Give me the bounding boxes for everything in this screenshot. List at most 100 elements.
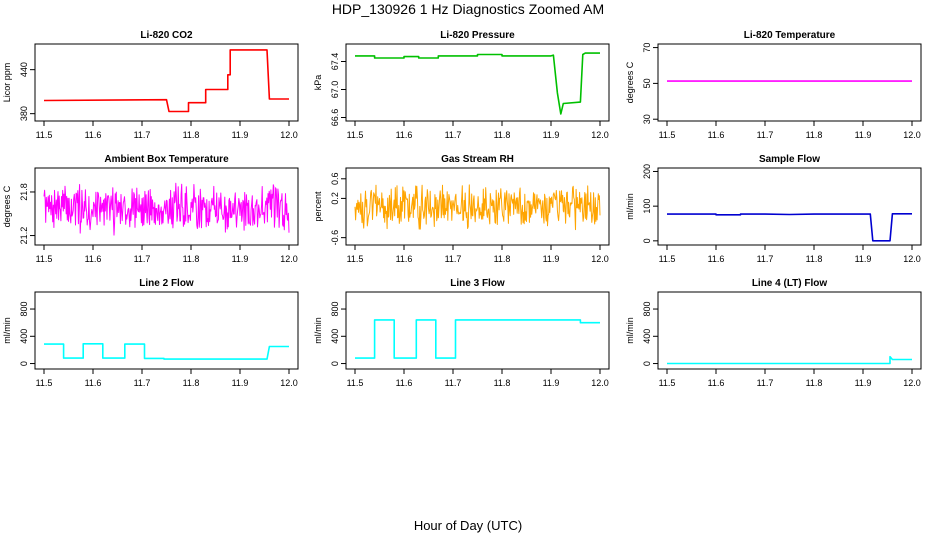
series-line bbox=[667, 355, 912, 365]
x-tick-label: 12.0 bbox=[591, 378, 609, 388]
page-title: HDP_130926 1 Hz Diagnostics Zoomed AM bbox=[331, 1, 605, 17]
x-tick-label: 11.7 bbox=[134, 254, 151, 264]
x-tick-label: 11.6 bbox=[85, 378, 102, 388]
x-tick-label: 11.5 bbox=[659, 254, 676, 264]
y-axis-label: ml/min bbox=[313, 317, 323, 344]
x-tick-label: 11.8 bbox=[494, 254, 511, 264]
y-tick-label: 0.2 bbox=[330, 192, 340, 205]
y-tick-label: 67.0 bbox=[330, 81, 340, 99]
x-tick-label: 11.6 bbox=[708, 378, 725, 388]
x-tick-label: 11.5 bbox=[659, 130, 676, 140]
x-tick-label: 12.0 bbox=[903, 130, 921, 140]
panel-title: Li-820 Pressure bbox=[440, 30, 515, 41]
x-tick-label: 11.6 bbox=[396, 254, 413, 264]
y-tick-label: 70 bbox=[642, 43, 652, 53]
x-tick-label: 11.9 bbox=[543, 254, 560, 264]
plot-frame bbox=[34, 291, 299, 370]
y-tick-label: 380 bbox=[19, 106, 29, 121]
x-tick-label: 11.5 bbox=[659, 378, 676, 388]
x-tick-label: 11.5 bbox=[347, 378, 364, 388]
y-tick-label: 400 bbox=[19, 329, 29, 344]
series-line bbox=[667, 213, 912, 242]
x-tick-label: 11.8 bbox=[183, 254, 200, 264]
panel-5: Gas Stream RH 11.5 11.6 11.7 11.8 11.9 12.0 -0.… bbox=[313, 154, 610, 264]
y-tick-label: 800 bbox=[642, 302, 652, 317]
x-tick-label: 11.9 bbox=[855, 130, 872, 140]
panel-9: Line 4 (LT) Flow 11.5 11.6 11.7 11.8 11.9 12.0… bbox=[625, 278, 922, 388]
x-tick-label: 12.0 bbox=[591, 254, 609, 264]
y-tick-label: 50 bbox=[642, 78, 652, 88]
series-line bbox=[354, 184, 601, 231]
y-tick-label: 21.8 bbox=[19, 183, 29, 201]
x-tick-label: 12.0 bbox=[903, 254, 921, 264]
y-tick-label: 400 bbox=[642, 329, 652, 344]
x-tick-label: 11.7 bbox=[757, 254, 774, 264]
y-tick-label: 21.2 bbox=[19, 227, 29, 245]
panel-6: Sample Flow 11.5 11.6 11.7 11.8 11.9 12.0 0 100 2… bbox=[625, 154, 922, 264]
plot-frame bbox=[345, 291, 610, 370]
x-tick-label: 11.9 bbox=[543, 378, 560, 388]
x-tick-label: 11.9 bbox=[855, 378, 872, 388]
x-tick-label: 11.9 bbox=[543, 130, 560, 140]
x-tick-label: 11.6 bbox=[708, 254, 725, 264]
x-tick-label: 11.8 bbox=[494, 378, 511, 388]
x-tick-label: 11.9 bbox=[232, 254, 249, 264]
panel-2: Li-820 Pressure 11.5 11.6 11.7 11.8 11.9 12.0 6… bbox=[313, 30, 610, 140]
y-tick-label: -0.6 bbox=[330, 230, 340, 246]
series-line bbox=[43, 49, 289, 113]
y-tick-label: 66.6 bbox=[330, 109, 340, 127]
plot-frame bbox=[657, 43, 922, 122]
x-tick-label: 11.8 bbox=[494, 130, 511, 140]
panel-title: Ambient Box Temperature bbox=[104, 154, 229, 165]
plot-frame bbox=[34, 167, 299, 246]
x-tick-label: 11.5 bbox=[36, 254, 53, 264]
y-tick-label: 200 bbox=[642, 164, 652, 179]
panel-3: Li-820 Temperature 11.5 11.6 11.7 11.8 11.9 12… bbox=[625, 30, 922, 140]
x-tick-label: 12.0 bbox=[280, 254, 298, 264]
y-axis-label: ml/min bbox=[625, 193, 635, 220]
plot-frame bbox=[657, 167, 922, 246]
x-tick-label: 11.6 bbox=[396, 378, 413, 388]
series-line bbox=[43, 182, 290, 236]
x-tick-label: 11.5 bbox=[36, 130, 53, 140]
panel-title: Sample Flow bbox=[759, 154, 820, 165]
x-tick-label: 11.6 bbox=[85, 130, 102, 140]
y-axis-label: degrees C bbox=[2, 185, 12, 227]
x-tick-label: 12.0 bbox=[903, 378, 921, 388]
series-line bbox=[355, 319, 600, 359]
panel-8: Line 3 Flow 11.5 11.6 11.7 11.8 11.9 12.0 0 400 8… bbox=[313, 278, 610, 388]
x-tick-label: 11.7 bbox=[134, 378, 151, 388]
panel-4: Ambient Box Temperature 11.5 11.6 11.7 11.8 1… bbox=[2, 154, 299, 264]
x-tick-label: 11.8 bbox=[806, 130, 823, 140]
y-tick-label: 0 bbox=[642, 361, 652, 366]
series-line bbox=[44, 343, 289, 360]
x-tick-label: 11.7 bbox=[445, 378, 462, 388]
y-axis-label: Licor ppm bbox=[2, 63, 12, 103]
y-tick-label: 67.4 bbox=[330, 53, 340, 71]
x-tick-label: 11.8 bbox=[806, 254, 823, 264]
x-tick-label: 11.6 bbox=[85, 254, 102, 264]
y-tick-label: 100 bbox=[642, 199, 652, 214]
y-tick-label: 440 bbox=[19, 62, 29, 77]
panel-title: Li-820 Temperature bbox=[744, 30, 836, 41]
y-axis-label: degrees C bbox=[625, 61, 635, 103]
x-tick-label: 11.7 bbox=[757, 378, 774, 388]
panel-title: Gas Stream RH bbox=[441, 154, 514, 165]
x-tick-label: 11.5 bbox=[347, 130, 364, 140]
x-tick-label: 11.6 bbox=[396, 130, 413, 140]
y-axis-label: kPa bbox=[313, 75, 323, 91]
x-axis-label: Hour of Day (UTC) bbox=[413, 518, 523, 533]
y-axis-label: ml/min bbox=[625, 317, 635, 344]
x-tick-label: 11.7 bbox=[445, 130, 462, 140]
y-tick-label: 0 bbox=[642, 238, 652, 243]
y-tick-label: 30 bbox=[642, 114, 652, 124]
x-tick-label: 11.8 bbox=[183, 130, 200, 140]
y-tick-label: 0 bbox=[330, 361, 340, 366]
x-tick-label: 11.9 bbox=[855, 254, 872, 264]
x-tick-label: 11.8 bbox=[183, 378, 200, 388]
x-tick-label: 11.7 bbox=[757, 130, 774, 140]
x-tick-label: 11.9 bbox=[232, 130, 249, 140]
x-tick-label: 12.0 bbox=[280, 378, 298, 388]
series-line bbox=[355, 52, 600, 115]
